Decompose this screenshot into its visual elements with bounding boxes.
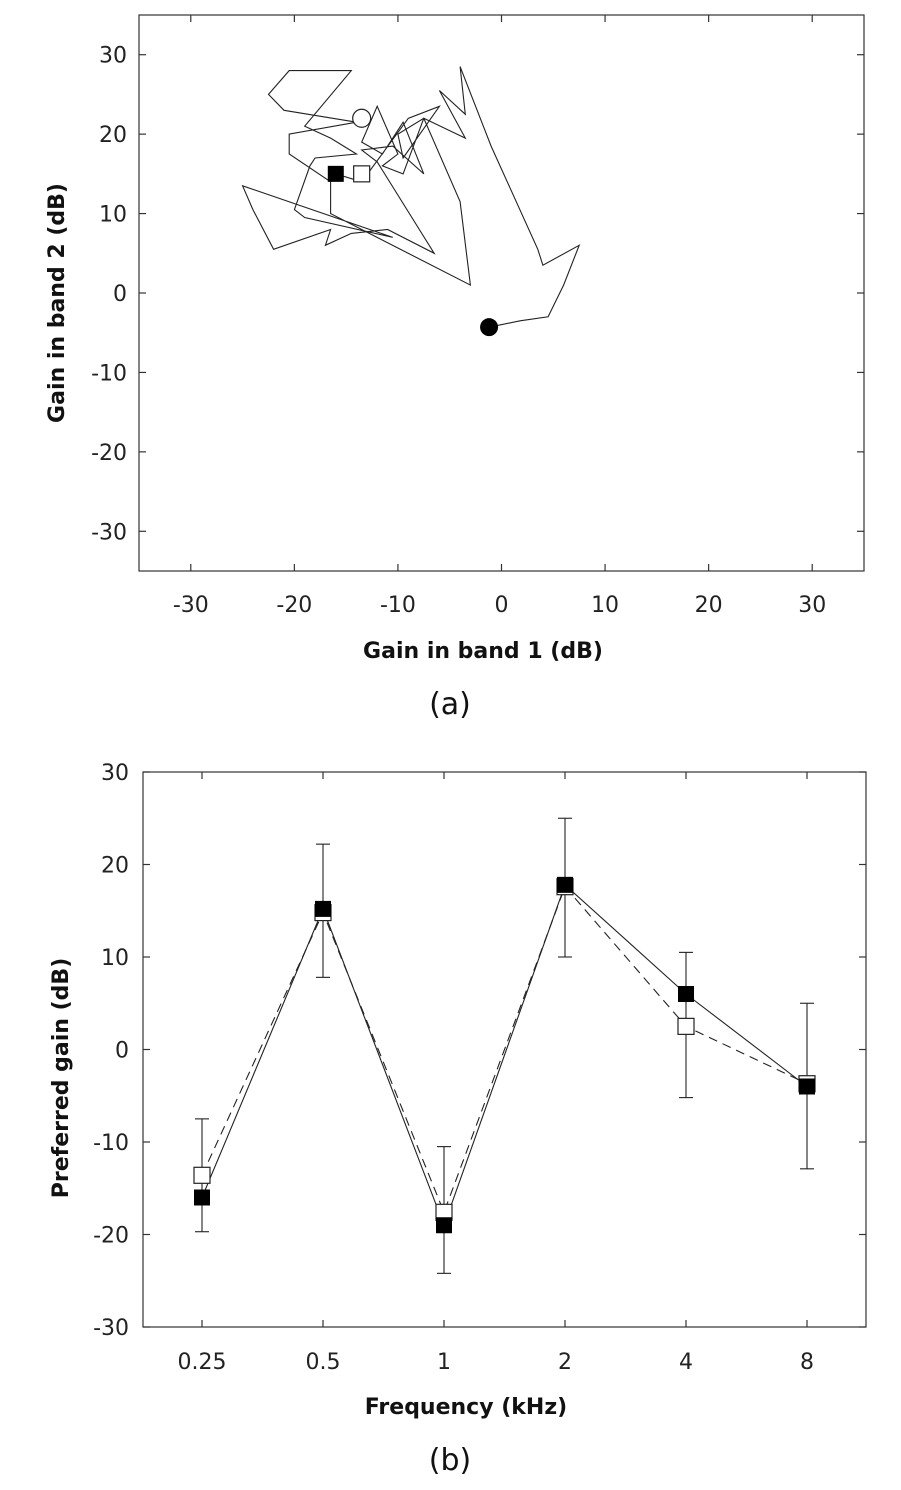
series-dashed-line bbox=[201, 885, 808, 1214]
y-tick-label: -30 bbox=[93, 1316, 129, 1341]
y-tick-label: 10 bbox=[99, 203, 127, 228]
y-tick-label: 20 bbox=[99, 123, 127, 148]
y-tick-label: -20 bbox=[91, 441, 127, 466]
adjustment-path-line bbox=[241, 66, 581, 328]
data-point-filled-square bbox=[799, 1078, 815, 1095]
panel-b-label: (b) bbox=[429, 1443, 471, 1478]
series-solid-line bbox=[201, 883, 808, 1227]
x-tick-label: 8 bbox=[800, 1350, 814, 1375]
y-tick-label: 0 bbox=[113, 282, 127, 307]
x-tick-label: -20 bbox=[276, 593, 312, 618]
panel-a-y-axis-label: Gain in band 2 (dB) bbox=[45, 183, 70, 423]
panel-b-x-axis-label: Frequency (kHz) bbox=[365, 1395, 567, 1420]
panel-a-scatter-path: -30 -20 -10 0 10 20 30 -30 -20 -10 0 10 20 30 Gain in… bbox=[45, 14, 865, 722]
x-tick-label: 10 bbox=[591, 593, 619, 618]
panel-a-label: (a) bbox=[429, 687, 471, 722]
y-tick-label: -10 bbox=[93, 1131, 129, 1156]
x-tick-label: -10 bbox=[380, 593, 416, 618]
y-tick-label: -20 bbox=[93, 1224, 129, 1249]
x-tick-label: 0 bbox=[495, 593, 509, 618]
x-tick-label: 2 bbox=[558, 1350, 572, 1375]
x-tick-label: -30 bbox=[173, 593, 209, 618]
x-tick-label: 4 bbox=[679, 1350, 693, 1375]
data-point-filled-square bbox=[678, 986, 694, 1002]
data-point-filled-square bbox=[557, 876, 573, 893]
y-tick-label: 30 bbox=[99, 44, 127, 69]
y-tick-label: 20 bbox=[101, 854, 129, 879]
point-filled-square bbox=[327, 165, 344, 182]
y-tick-label: -30 bbox=[91, 520, 127, 545]
data-point-open-square bbox=[677, 1017, 695, 1035]
point-open-square bbox=[353, 165, 371, 183]
x-tick-label: 1 bbox=[437, 1350, 451, 1375]
data-point-filled-square bbox=[436, 1217, 452, 1234]
panel-b-y-axis-label: Preferred gain (dB) bbox=[49, 958, 74, 1199]
x-tick-label: 20 bbox=[695, 593, 723, 618]
panel-a-x-axis-label: Gain in band 1 (dB) bbox=[363, 639, 603, 664]
point-open-circle bbox=[352, 108, 372, 128]
x-tick-label: 0.5 bbox=[306, 1350, 341, 1375]
start-point-filled-circle bbox=[480, 318, 499, 337]
x-tick-label: 0.25 bbox=[178, 1350, 227, 1375]
y-tick-label: 0 bbox=[115, 1039, 129, 1064]
y-tick-label: 30 bbox=[101, 761, 129, 786]
y-tick-label: -10 bbox=[91, 361, 127, 386]
data-point-filled-square bbox=[315, 900, 331, 917]
data-point-filled-square bbox=[194, 1189, 210, 1206]
panel-b-line-chart: 0.25 0.5 1 2 4 8 -30 -20 -10 0 10 20 30 Frequency (k… bbox=[49, 761, 867, 1478]
y-tick-label: 10 bbox=[101, 946, 129, 971]
panel-a-plot-frame bbox=[138, 14, 865, 572]
x-tick-label: 30 bbox=[798, 593, 826, 618]
data-point-open-square bbox=[193, 1166, 211, 1184]
